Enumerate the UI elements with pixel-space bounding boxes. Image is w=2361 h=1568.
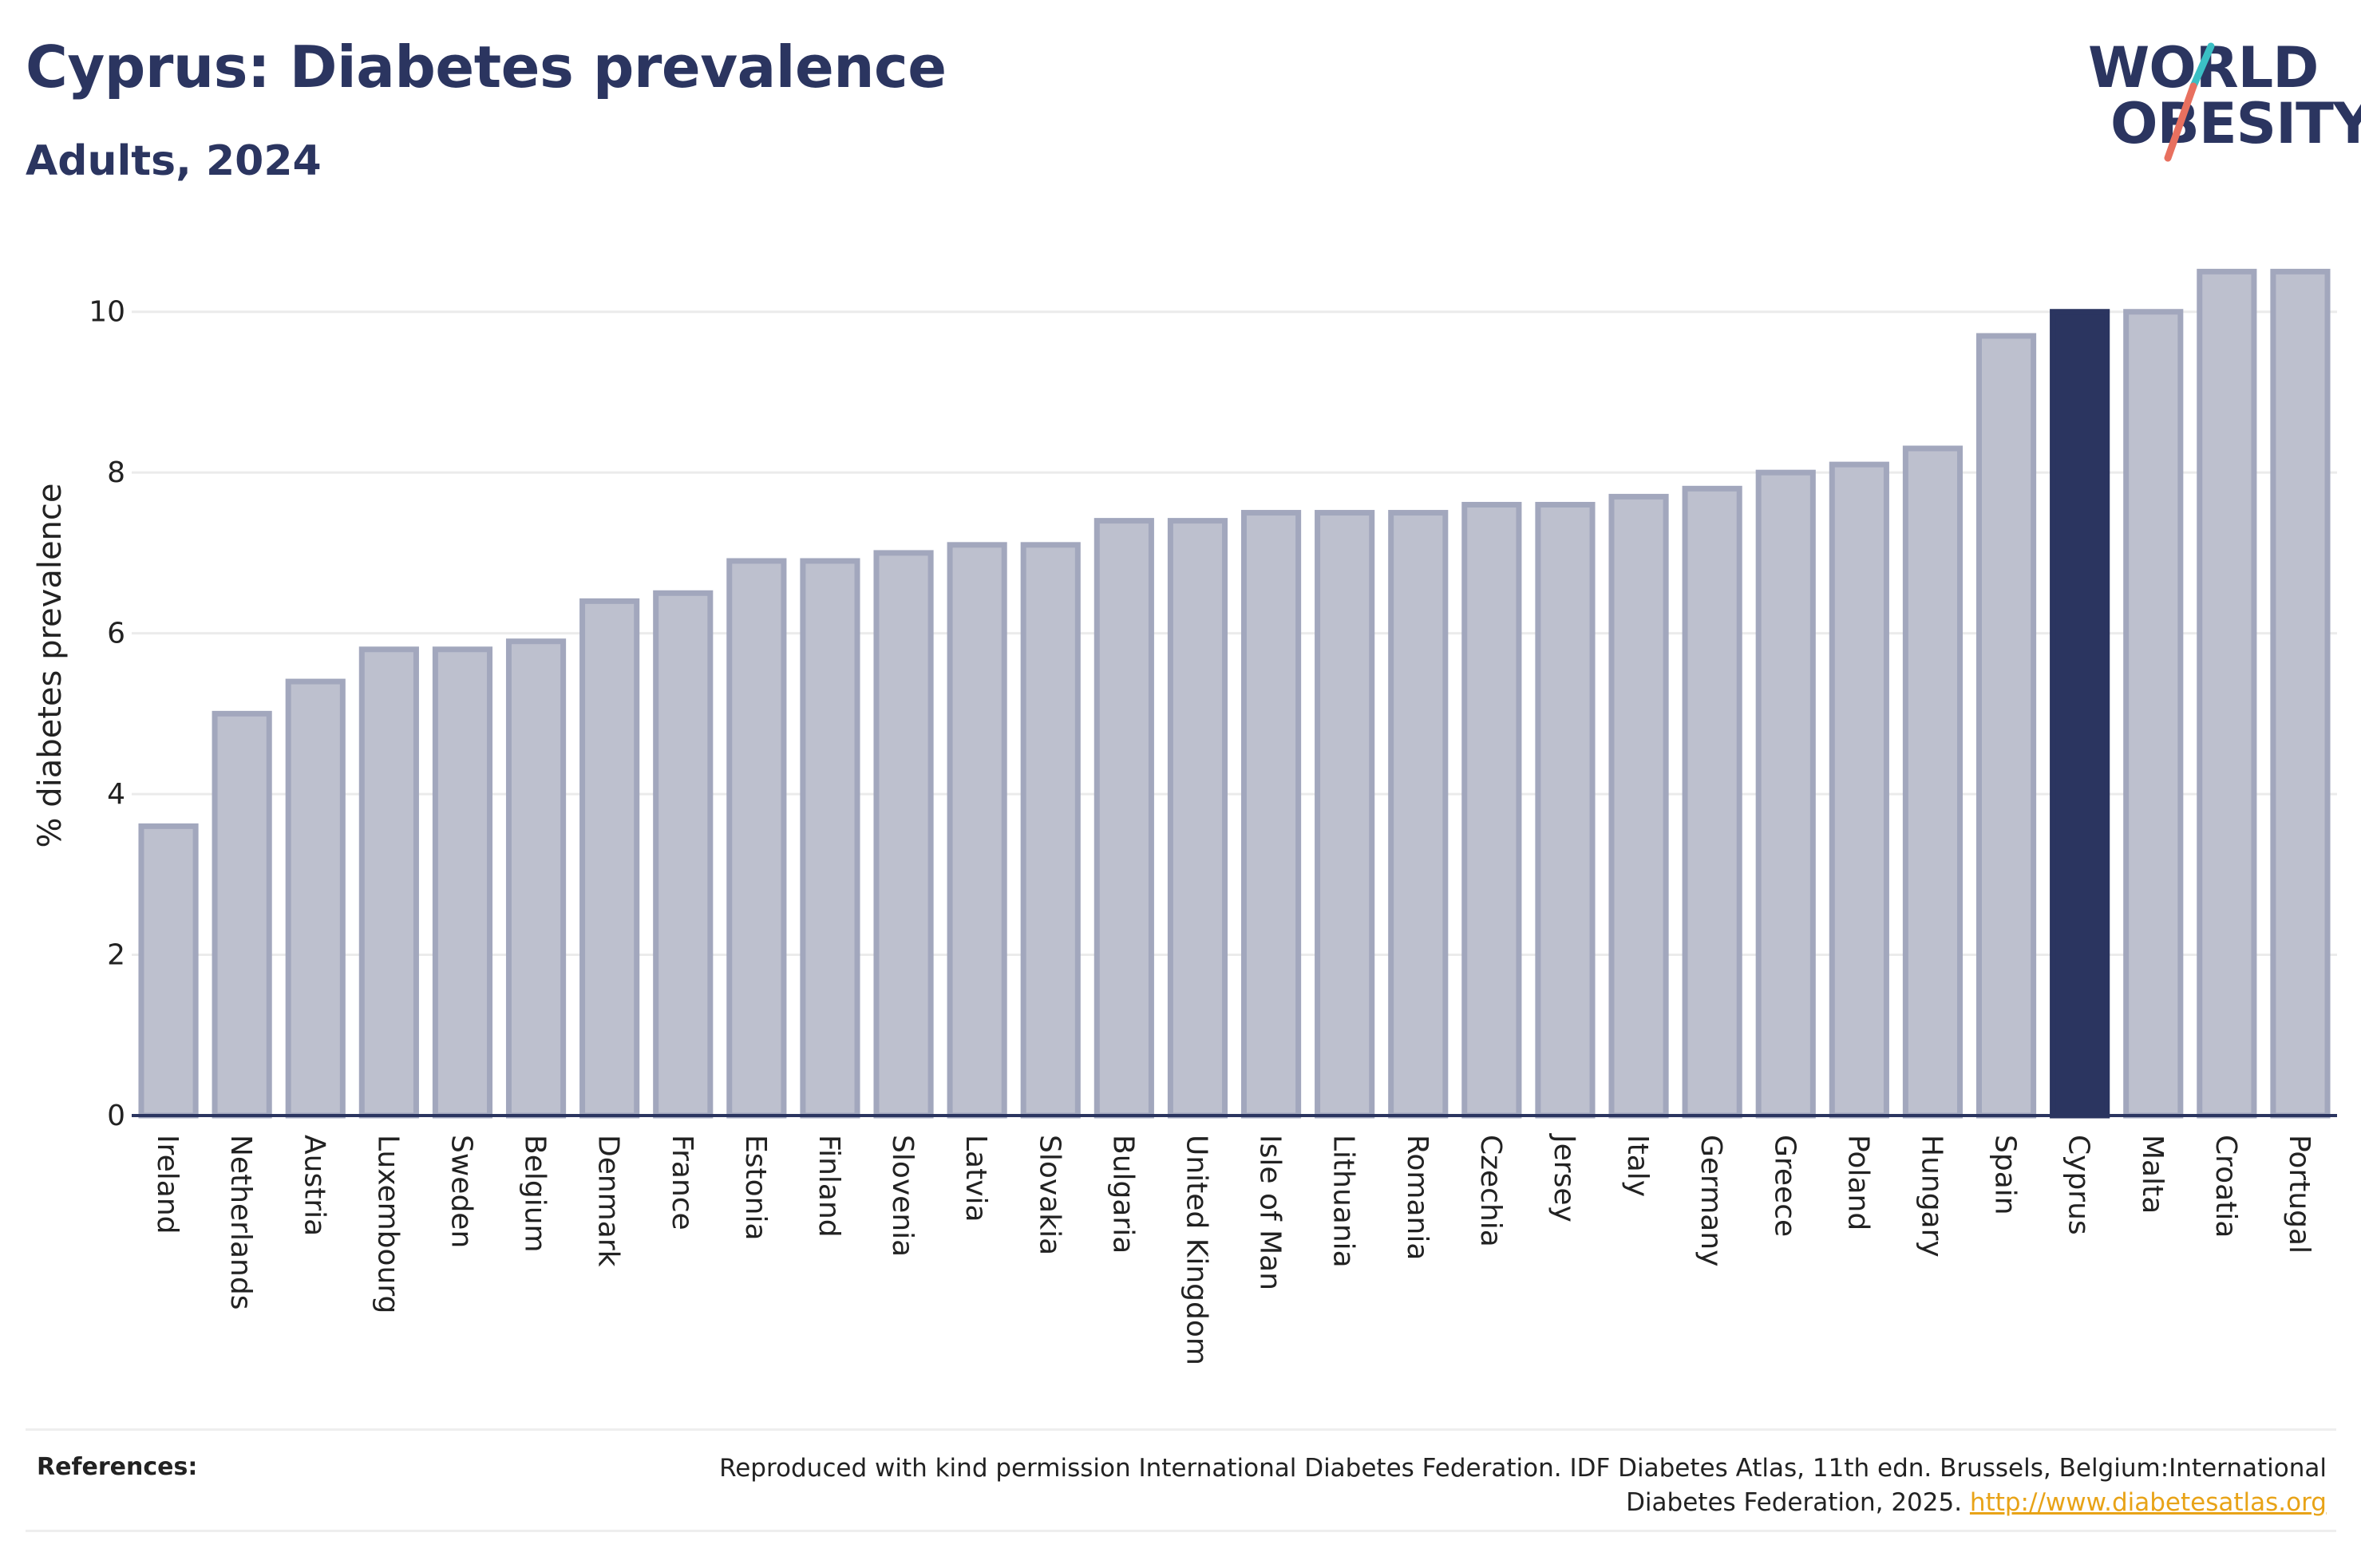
x-tick-label: Lithuania bbox=[1327, 1135, 1360, 1268]
bar bbox=[579, 598, 640, 1119]
bar bbox=[653, 590, 714, 1119]
bar bbox=[138, 823, 199, 1119]
x-tick-label: France bbox=[666, 1135, 698, 1230]
bar bbox=[1020, 542, 1081, 1119]
bar bbox=[505, 638, 567, 1119]
y-tick-label: 0 bbox=[107, 1100, 125, 1132]
bar bbox=[1388, 510, 1449, 1119]
x-tick-label: Hungary bbox=[1915, 1135, 1948, 1258]
bar bbox=[432, 646, 493, 1119]
bar bbox=[1535, 501, 1596, 1119]
bar bbox=[873, 550, 934, 1119]
bar bbox=[1315, 510, 1375, 1119]
x-tick-label: Croatia bbox=[2209, 1135, 2242, 1238]
bar bbox=[2270, 268, 2331, 1119]
x-tick-label: Poland bbox=[1841, 1135, 1874, 1230]
x-tick-label: Malta bbox=[2136, 1135, 2169, 1214]
bar bbox=[1975, 333, 2037, 1119]
x-tick-label: Denmark bbox=[592, 1135, 625, 1267]
y-tick-label: 10 bbox=[89, 296, 125, 329]
bar bbox=[358, 646, 419, 1119]
x-tick-label: Jersey bbox=[1548, 1133, 1580, 1222]
y-axis-label: % diabetes prevalence bbox=[32, 483, 69, 847]
x-tick-label: Estonia bbox=[739, 1135, 772, 1241]
bar bbox=[1608, 493, 1669, 1119]
x-tick-label: Bulgaria bbox=[1106, 1135, 1139, 1254]
bar bbox=[1755, 469, 1816, 1119]
bar bbox=[1902, 445, 1964, 1119]
bar bbox=[1461, 501, 1522, 1119]
x-tick-label: Czechia bbox=[1474, 1135, 1507, 1247]
diabetes-atlas-link[interactable]: http://www.diabetesatlas.org bbox=[1969, 1488, 2327, 1517]
x-tick-label: Spain bbox=[1989, 1135, 2022, 1215]
x-tick-label: Sweden bbox=[445, 1135, 477, 1248]
x-tick-label: Slovakia bbox=[1033, 1135, 1066, 1255]
chart-subtitle: Adults, 2024 bbox=[26, 137, 322, 185]
chart-title: Cyprus: Diabetes prevalence bbox=[26, 34, 947, 101]
bar bbox=[1682, 485, 1742, 1119]
references-body: Reproduced with kind permission Internat… bbox=[719, 1454, 2327, 1517]
bar bbox=[285, 678, 346, 1119]
x-tick-label: United Kingdom bbox=[1180, 1135, 1212, 1365]
bar bbox=[1167, 518, 1228, 1119]
bar bbox=[800, 558, 860, 1119]
x-tick-label: Germany bbox=[1695, 1135, 1727, 1266]
references-label: References: bbox=[37, 1453, 198, 1481]
x-tick-label: Finland bbox=[813, 1135, 845, 1238]
x-tick-label: Cyprus bbox=[2062, 1135, 2095, 1235]
references-panel: References: Reproduced with kind permiss… bbox=[26, 1428, 2336, 1532]
bar bbox=[1829, 461, 1889, 1119]
bar bbox=[726, 558, 787, 1119]
logo-slash-icon bbox=[2164, 42, 2215, 162]
x-tick-label: Ireland bbox=[151, 1135, 184, 1234]
world-obesity-logo: WORLD OBESITY bbox=[2075, 24, 2361, 168]
y-tick-label: 8 bbox=[107, 456, 125, 489]
bar bbox=[1240, 510, 1302, 1119]
x-tick-label: Slovenia bbox=[886, 1135, 919, 1257]
references-text: Reproduced with kind permission Internat… bbox=[611, 1451, 2327, 1520]
bar bbox=[2123, 309, 2184, 1119]
x-tick-label: Greece bbox=[1768, 1135, 1801, 1237]
bar bbox=[212, 710, 272, 1119]
y-tick-label: 6 bbox=[107, 618, 125, 650]
x-tick-label: Austria bbox=[298, 1135, 330, 1236]
bar bbox=[947, 542, 1007, 1119]
x-tick-label: Romania bbox=[1401, 1135, 1434, 1260]
y-tick-label: 4 bbox=[107, 778, 125, 811]
y-tick-label: 2 bbox=[107, 939, 125, 972]
x-tick-label: Isle of Man bbox=[1254, 1135, 1287, 1290]
bar-chart: 0 2 4 6 8 10 % diabetes prevalence Ireland Nethe… bbox=[32, 268, 2337, 1365]
x-tick-label: Italy bbox=[1621, 1135, 1654, 1197]
x-tick-label: Belgium bbox=[519, 1135, 552, 1253]
x-tick-label: Luxembourg bbox=[371, 1135, 404, 1313]
bar bbox=[1093, 518, 1154, 1119]
logo-line-2: OBESITY bbox=[2110, 91, 2361, 156]
x-tick-label: Netherlands bbox=[224, 1135, 257, 1309]
bar bbox=[2197, 268, 2257, 1119]
bar-highlight bbox=[2050, 309, 2110, 1119]
x-tick-label: Portugal bbox=[2283, 1135, 2316, 1254]
x-tick-label: Latvia bbox=[959, 1135, 992, 1222]
